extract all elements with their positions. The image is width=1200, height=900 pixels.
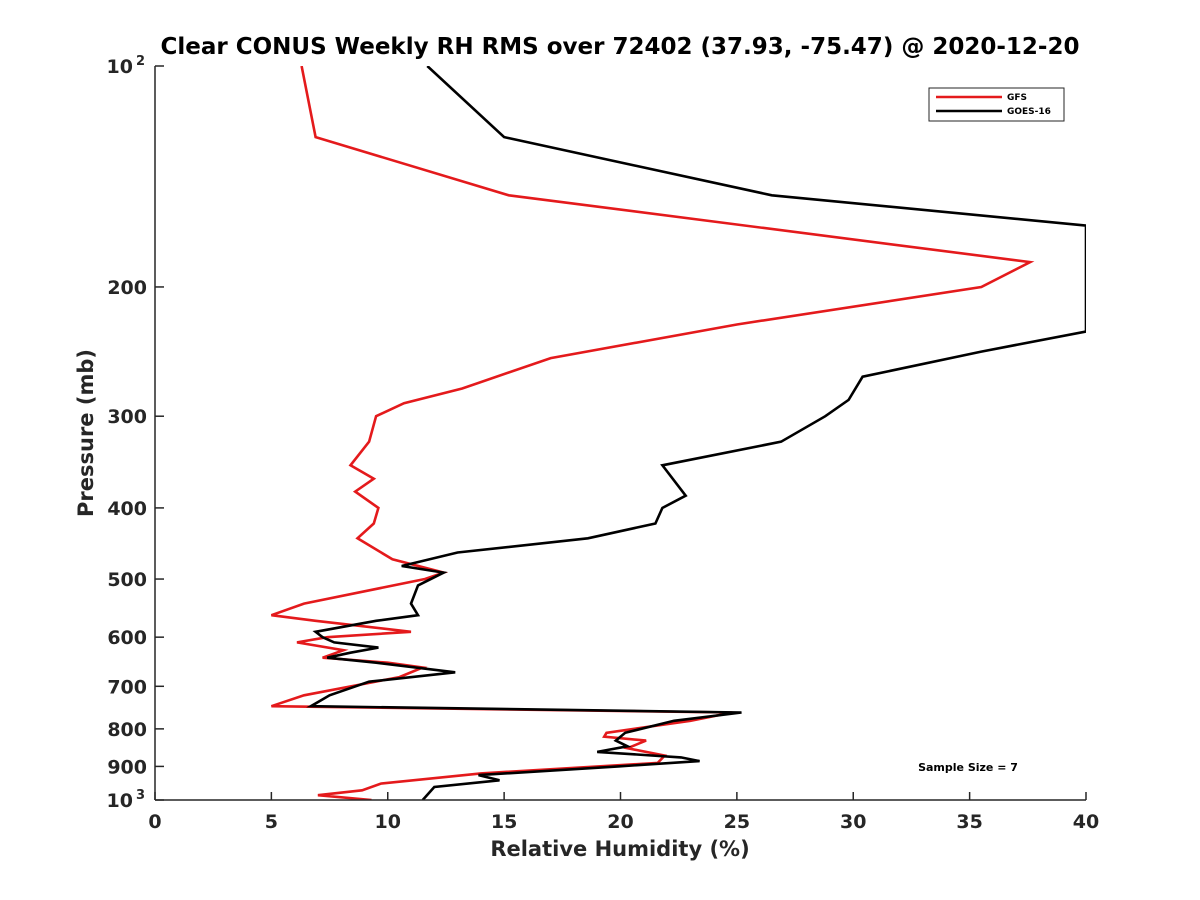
chart-title: Clear CONUS Weekly RH RMS over 72402 (37… [161,34,1080,60]
y-tick-label: 10 [107,790,133,812]
y-tick-label: 600 [107,627,147,649]
x-tick-label: 35 [956,811,982,833]
y-tick-label: 400 [107,498,147,520]
sample-size-annotation: Sample Size = 7 [918,761,1018,774]
y-axis-label: Pressure (mb) [74,349,98,517]
y-tick-label: 500 [107,569,147,591]
x-tick-label: 40 [1073,811,1099,833]
series-line-gfs [270,66,1035,800]
x-tick-label: 10 [375,811,401,833]
y-tick-label: 900 [107,756,147,778]
x-axis-ticks: 0 5 10 15 20 25 30 35 40 [148,792,1099,833]
y-tick-label: 800 [107,719,147,741]
y-tick-exponent: 3 [136,788,145,803]
legend-label-goes16: GOES-16 [1007,107,1051,117]
x-tick-label: 0 [148,811,161,833]
x-axis-label: Relative Humidity (%) [490,837,749,861]
y-tick-label: 200 [107,277,147,299]
y-tick-exponent: 2 [136,54,145,69]
legend: GFS GOES-16 [928,87,1065,122]
series-layer [270,66,1086,800]
legend-box [928,87,1065,122]
x-tick-label: 25 [724,811,750,833]
x-tick-label: 30 [840,811,866,833]
legend-label-gfs: GFS [1007,93,1027,103]
y-tick-label: 10 [107,56,133,78]
series-line-goes16 [306,66,1086,800]
x-tick-label: 20 [607,811,633,833]
x-tick-label: 5 [265,811,278,833]
plot-area: 0 5 10 15 20 25 30 35 40 10 220030040050060070080… [107,54,1100,833]
y-tick-label: 700 [107,676,147,698]
x-tick-label: 15 [491,811,517,833]
y-tick-label: 300 [107,406,147,428]
